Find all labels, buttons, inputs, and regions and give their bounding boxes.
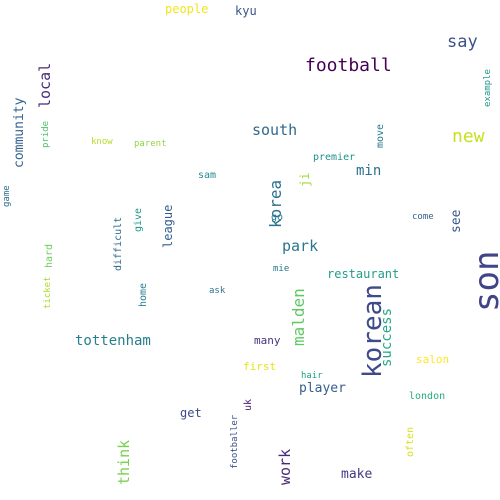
cloud-word: hard: [44, 243, 55, 268]
cloud-word: park: [282, 237, 319, 255]
cloud-word: new: [452, 126, 485, 147]
cloud-word: example: [483, 69, 493, 107]
cloud-word: south: [252, 121, 298, 139]
cloud-word: salon: [416, 353, 450, 366]
cloud-word: community: [12, 97, 27, 168]
cloud-word: ticket: [43, 276, 53, 309]
cloud-word: league: [161, 204, 175, 248]
cloud-word: many: [254, 334, 281, 347]
cloud-word: home: [138, 282, 149, 307]
cloud-word: difficult: [113, 216, 124, 271]
cloud-word: footballer: [230, 414, 240, 469]
cloud-word: tottenham: [75, 333, 151, 349]
cloud-word: people: [165, 2, 209, 16]
cloud-word: hair: [301, 371, 323, 381]
cloud-word: son: [467, 250, 500, 312]
cloud-word: know: [91, 137, 113, 147]
cloud-word: malden: [289, 288, 308, 346]
cloud-word: say: [447, 32, 478, 52]
cloud-word: min: [356, 163, 382, 179]
cloud-word: premier: [313, 152, 356, 163]
cloud-word: uk: [243, 398, 254, 411]
cloud-word: london: [409, 391, 446, 402]
cloud-word: pride: [41, 120, 51, 148]
cloud-word: go: [271, 212, 284, 223]
cloud-word: make: [341, 467, 373, 482]
cloud-word: move: [375, 123, 386, 148]
cloud-word: first: [243, 360, 277, 373]
cloud-word: ji: [298, 172, 312, 187]
cloud-word: restaurant: [327, 267, 400, 281]
cloud-word: mie: [273, 264, 290, 274]
cloud-word: football: [305, 55, 392, 76]
cloud-word: sam: [198, 170, 217, 181]
cloud-word: work: [276, 448, 294, 485]
cloud-word: think: [115, 439, 133, 485]
cloud-word: often: [405, 426, 416, 457]
cloud-word: get: [180, 406, 202, 420]
cloud-word: ask: [209, 286, 226, 296]
cloud-word: game: [2, 185, 12, 207]
cloud-word: local: [36, 62, 54, 108]
cloud-word: player: [299, 381, 346, 396]
cloud-word: see: [449, 209, 464, 233]
cloud-word: kyu: [235, 4, 257, 18]
cloud-word: give: [133, 207, 144, 232]
cloud-word: come: [412, 212, 434, 222]
cloud-word: parent: [134, 139, 167, 149]
cloud-word: success: [379, 307, 395, 367]
